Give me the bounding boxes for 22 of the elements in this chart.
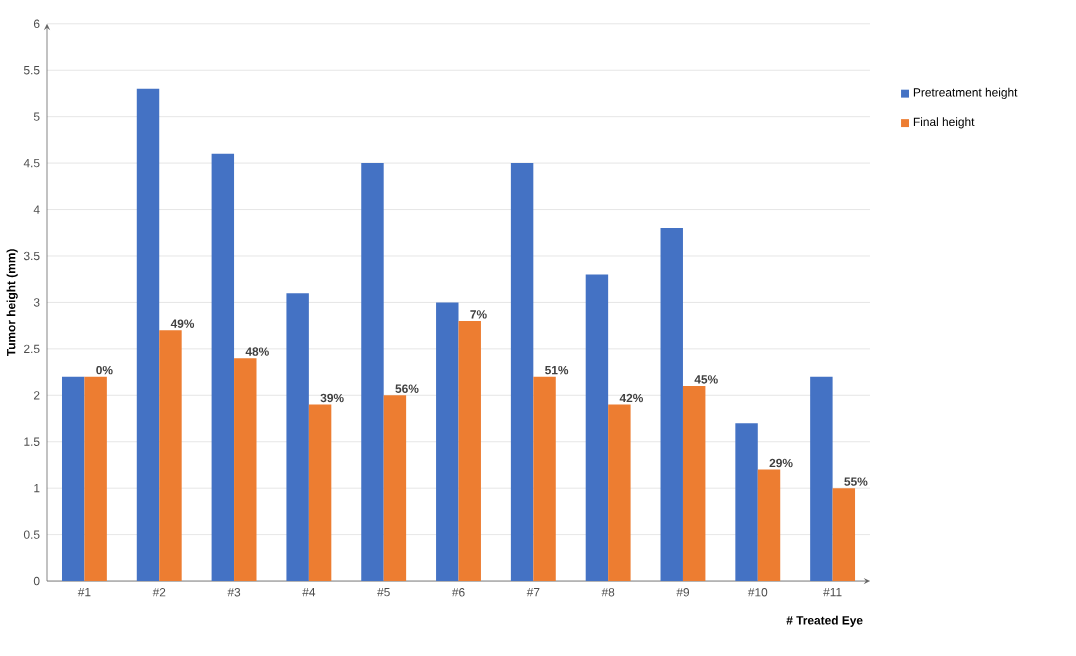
bar [159,330,182,581]
bar [84,376,107,581]
bar [660,227,683,581]
bar [234,357,257,581]
bar [458,320,481,581]
bar [585,274,609,581]
bar [211,153,235,581]
bar [308,404,332,581]
bar [533,376,556,581]
bar [757,469,781,581]
bar [608,404,631,581]
bar [810,376,833,581]
bar [361,162,384,581]
bar [682,385,706,581]
bar [436,302,459,581]
bar [136,88,160,581]
bar [286,292,309,581]
bar [61,376,85,581]
bar [832,487,856,581]
bar [510,162,534,581]
bar [383,395,407,581]
bar [735,422,758,581]
